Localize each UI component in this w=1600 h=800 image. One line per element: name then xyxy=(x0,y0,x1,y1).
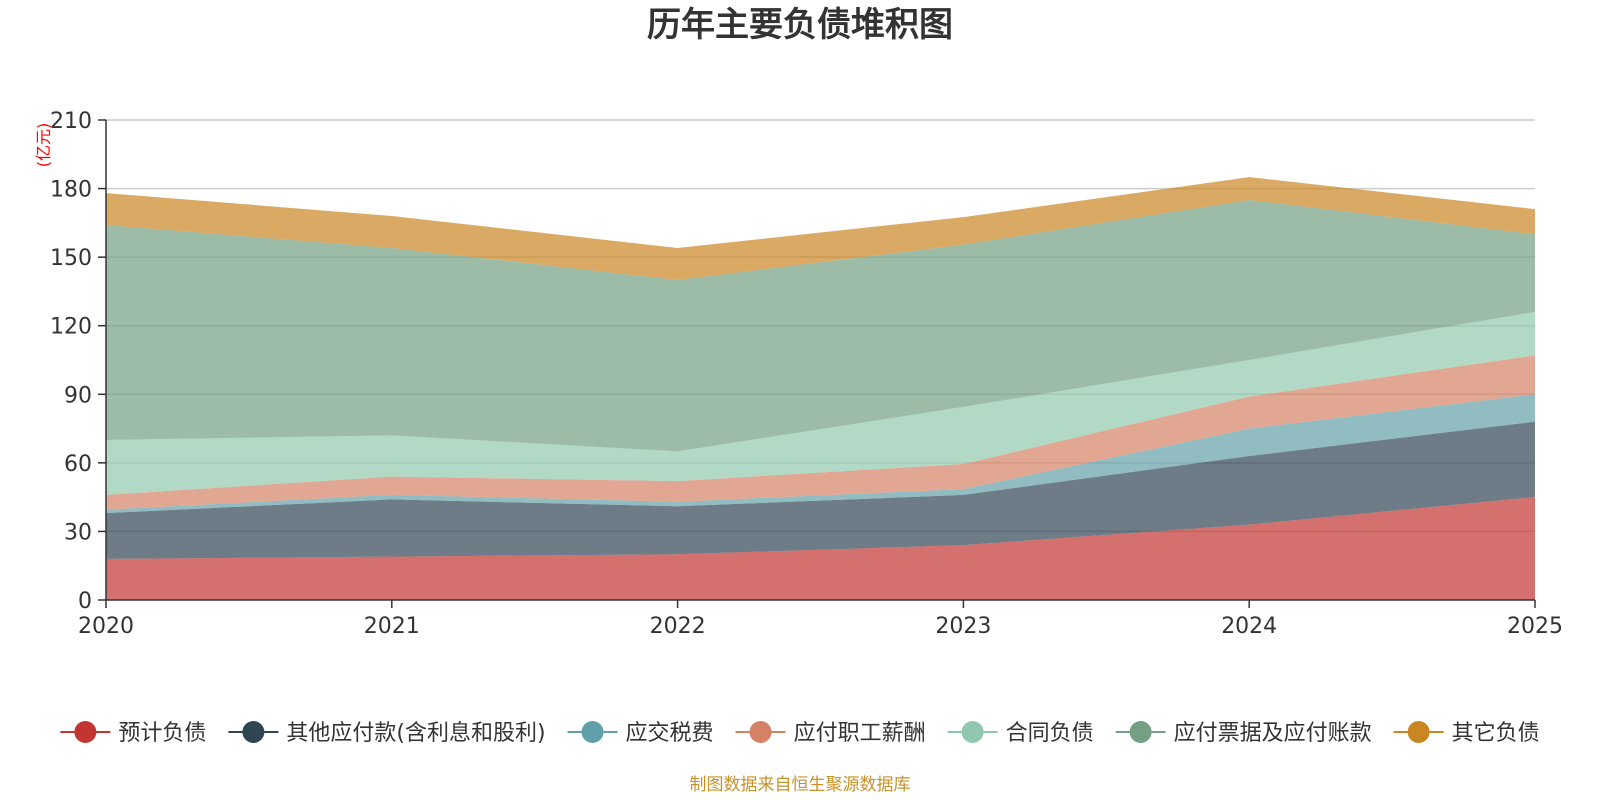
legend-dot-icon xyxy=(749,721,772,743)
legend-dot-icon xyxy=(581,721,604,743)
y-axis-unit-label: (亿元) xyxy=(34,123,53,168)
area-series-其他应付款(含利息和股利) xyxy=(106,421,1535,559)
legend-label: 预计负债 xyxy=(118,721,206,746)
y-tick-label: 90 xyxy=(64,383,92,408)
legend-item[interactable]: 应付票据及应付账款 xyxy=(1115,721,1372,746)
legend-dot-icon xyxy=(961,721,984,743)
chart-title: 历年主要负债堆积图 xyxy=(647,5,953,45)
y-tick-label: 120 xyxy=(50,315,92,340)
area-series-预计负债 xyxy=(106,497,1535,600)
y-axis-ticks: 0 30 60 90 120 150 180 210 xyxy=(50,109,106,614)
x-tick-label: 2021 xyxy=(364,614,420,639)
legend: 预计负债 其他应付款(含利息和股利) 应交税费 应付职工薪酬 合同负债 应付票据及应付账款… xyxy=(60,721,1540,746)
area-series-应付票据及应付账款 xyxy=(106,200,1535,452)
legend-label: 应付票据及应付账款 xyxy=(1174,721,1372,746)
area-series-应付职工薪酬 xyxy=(106,355,1535,510)
legend-item[interactable]: 预计负债 xyxy=(60,721,206,746)
legend-item[interactable]: 其它负债 xyxy=(1393,721,1540,746)
legend-dot-icon xyxy=(1129,721,1152,743)
series-areas xyxy=(106,177,1535,600)
legend-label: 应交税费 xyxy=(626,721,714,746)
legend-label: 其他应付款(含利息和股利) xyxy=(286,721,545,746)
y-tick-label: 180 xyxy=(50,178,92,203)
legend-dot-icon xyxy=(1407,721,1430,743)
area-series-应交税费 xyxy=(106,394,1535,514)
legend-item[interactable]: 应付职工薪酬 xyxy=(735,721,926,746)
y-tick-label: 30 xyxy=(64,520,92,545)
y-tick-label: 60 xyxy=(64,452,92,477)
legend-label: 其它负债 xyxy=(1452,721,1540,746)
x-tick-label: 2023 xyxy=(935,614,991,639)
y-tick-label: 210 xyxy=(50,109,92,134)
x-axis-ticks: 2020 2021 2022 2023 2024 2025 xyxy=(78,600,1563,639)
axes xyxy=(105,120,1535,601)
y-tick-label: 0 xyxy=(78,589,92,614)
area-series-其它负债 xyxy=(106,177,1535,280)
legend-dot-icon xyxy=(242,721,265,743)
legend-item[interactable]: 合同负债 xyxy=(947,721,1094,746)
y-tick-label: 150 xyxy=(50,246,92,271)
area-series-合同负债 xyxy=(106,312,1535,495)
legend-item[interactable]: 其他应付款(含利息和股利) xyxy=(228,721,546,746)
x-tick-label: 2022 xyxy=(650,614,706,639)
legend-item[interactable]: 应交税费 xyxy=(567,721,714,746)
legend-label: 合同负债 xyxy=(1006,721,1094,746)
legend-dot-icon xyxy=(74,721,97,743)
x-tick-label: 2020 xyxy=(78,614,134,639)
legend-label: 应付职工薪酬 xyxy=(794,721,926,746)
data-source-note: 制图数据来自恒生聚源数据库 xyxy=(690,775,911,795)
x-tick-label: 2025 xyxy=(1507,614,1563,639)
x-tick-label: 2024 xyxy=(1221,614,1277,639)
